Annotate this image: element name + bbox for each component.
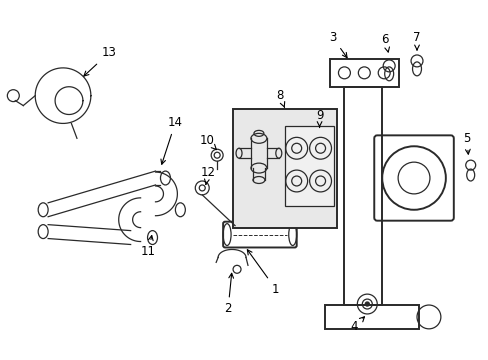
Text: 13: 13: [84, 46, 116, 76]
Text: 11: 11: [141, 235, 156, 258]
Text: 14: 14: [161, 116, 183, 164]
Text: 12: 12: [200, 166, 215, 184]
Text: 3: 3: [328, 31, 346, 58]
Bar: [284, 126, 334, 206]
Text: 2: 2: [224, 273, 233, 315]
Text: 1: 1: [247, 250, 279, 296]
Text: 4: 4: [350, 317, 364, 333]
Text: 5: 5: [462, 132, 469, 154]
Text: 8: 8: [276, 89, 284, 108]
Text: 7: 7: [412, 31, 420, 50]
Bar: [324, 305, 418, 329]
Bar: [329, 59, 398, 87]
Circle shape: [365, 302, 368, 306]
Text: 10: 10: [200, 134, 216, 150]
Bar: [233, 109, 337, 228]
Text: 6: 6: [381, 33, 388, 52]
Bar: [344, 87, 382, 305]
Text: 9: 9: [315, 109, 323, 127]
